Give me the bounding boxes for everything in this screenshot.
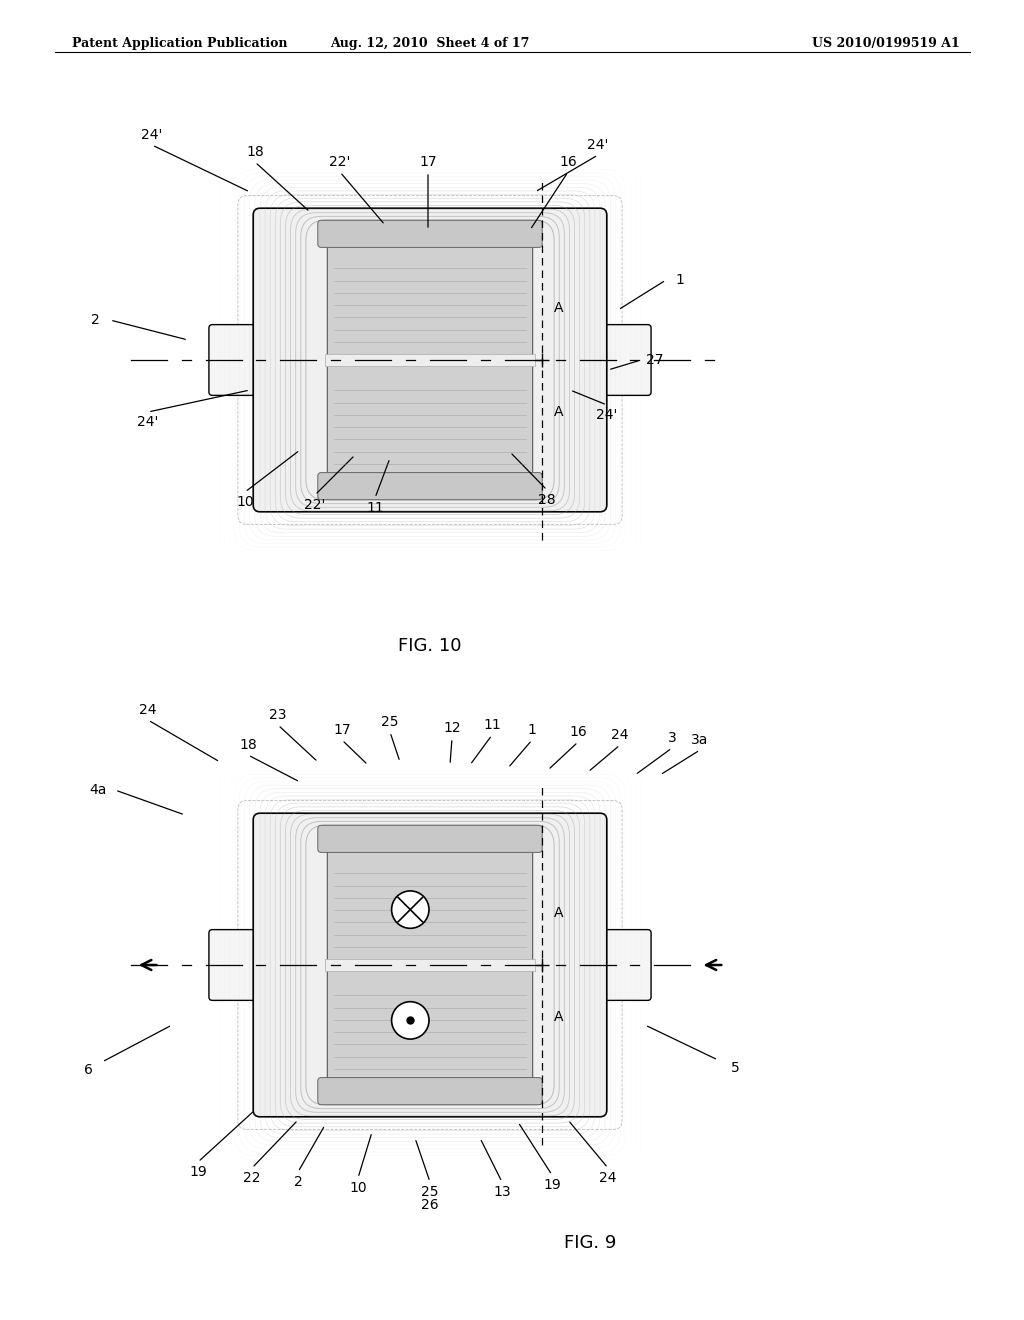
Text: 27: 27 [646,352,664,367]
FancyBboxPatch shape [317,473,542,500]
Text: 3a: 3a [691,733,709,747]
Text: 25: 25 [381,715,398,729]
Text: 25: 25 [421,1185,438,1199]
Text: 17: 17 [419,154,437,169]
FancyBboxPatch shape [317,1077,542,1105]
Text: 28: 28 [539,492,556,507]
FancyBboxPatch shape [317,220,542,247]
Text: 5: 5 [731,1061,739,1074]
Bar [325,354,536,366]
FancyBboxPatch shape [590,325,651,396]
Text: Aug. 12, 2010  Sheet 4 of 17: Aug. 12, 2010 Sheet 4 of 17 [331,37,529,50]
Text: 11: 11 [367,502,384,515]
Text: 26: 26 [421,1199,439,1212]
Text: 24': 24' [588,139,608,152]
Text: 18: 18 [246,145,264,158]
Text: 23: 23 [269,708,287,722]
FancyBboxPatch shape [328,966,532,1085]
Bar [325,960,536,970]
Text: 12: 12 [443,721,461,735]
Text: 10: 10 [237,495,254,510]
Text: 2: 2 [91,313,99,327]
FancyBboxPatch shape [328,845,532,964]
Text: 16: 16 [569,725,587,739]
Text: FIG. 9: FIG. 9 [564,1234,616,1251]
Text: 16: 16 [559,154,577,169]
Text: A: A [554,301,563,314]
Text: US 2010/0199519 A1: US 2010/0199519 A1 [812,37,961,50]
Text: 24: 24 [611,729,629,742]
Text: 4a: 4a [89,783,106,797]
Text: 11: 11 [483,718,501,733]
Text: 13: 13 [494,1185,511,1199]
FancyBboxPatch shape [328,362,532,480]
Text: 24': 24' [596,408,617,422]
Text: 22': 22' [304,498,326,512]
FancyBboxPatch shape [590,929,651,1001]
Text: 24': 24' [137,414,159,429]
Text: A: A [554,1010,563,1024]
FancyBboxPatch shape [209,929,270,1001]
Text: 17: 17 [333,723,351,737]
Circle shape [391,1002,429,1039]
Circle shape [391,891,429,928]
Text: 18: 18 [240,738,257,752]
Text: A: A [554,405,563,420]
Text: 19: 19 [543,1177,561,1192]
Text: 3: 3 [668,731,677,744]
Text: 1: 1 [527,723,537,737]
FancyBboxPatch shape [209,325,270,396]
Text: 22: 22 [244,1171,261,1185]
Text: 24: 24 [599,1171,616,1185]
FancyBboxPatch shape [317,825,542,853]
Text: 19: 19 [189,1166,207,1179]
Text: 22': 22' [330,154,350,169]
Text: 10: 10 [349,1181,367,1195]
FancyBboxPatch shape [253,209,607,512]
Text: A: A [554,906,563,920]
Text: 6: 6 [84,1063,92,1077]
Text: 24': 24' [141,128,163,143]
FancyBboxPatch shape [253,813,607,1117]
FancyBboxPatch shape [328,240,532,358]
Text: 24: 24 [139,704,157,717]
Text: Patent Application Publication: Patent Application Publication [72,37,288,50]
Text: FIG. 10: FIG. 10 [398,638,462,655]
Text: 2: 2 [294,1175,302,1189]
Text: 1: 1 [676,273,684,286]
